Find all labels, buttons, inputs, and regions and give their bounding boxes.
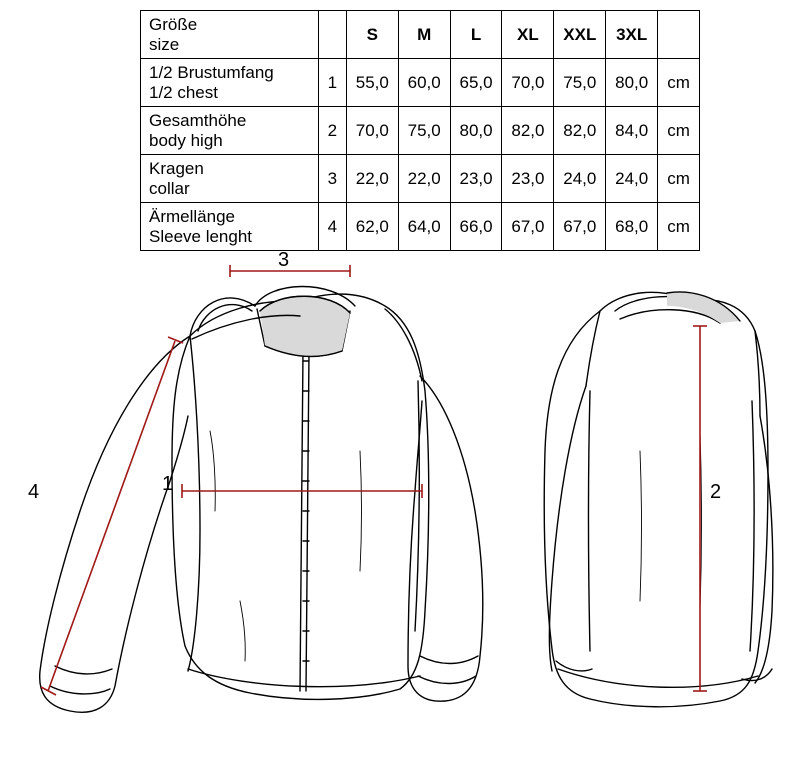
value-cell: 24,0 [606, 155, 658, 203]
value-cell: 82,0 [554, 107, 606, 155]
value-cell: 82,0 [502, 107, 554, 155]
unit-cell: cm [658, 155, 700, 203]
value-cell: 62,0 [346, 203, 398, 251]
size-table: Größe size S M L XL XXL 3XL 1/2 Brustumf… [140, 10, 700, 251]
row-label: 1/2 Brustumfang1/2 chest [141, 59, 319, 107]
unit-cell: cm [658, 203, 700, 251]
row-number: 3 [318, 155, 346, 203]
row-label-de: Ärmellänge [149, 207, 235, 226]
size-table-container: Größe size S M L XL XXL 3XL 1/2 Brustumf… [140, 10, 700, 251]
row-label-de: Gesamthöhe [149, 111, 246, 130]
value-cell: 67,0 [502, 203, 554, 251]
unit-cell: cm [658, 59, 700, 107]
value-cell: 70,0 [346, 107, 398, 155]
value-cell: 84,0 [606, 107, 658, 155]
value-cell: 22,0 [398, 155, 450, 203]
value-cell: 75,0 [398, 107, 450, 155]
dim-label-4: 4 [28, 481, 39, 504]
table-row: Kragencollar322,022,023,023,024,024,0cm [141, 155, 700, 203]
jacket-diagram: 3 1 4 2 [0, 251, 800, 751]
value-cell: 23,0 [502, 155, 554, 203]
table-row: ÄrmellängeSleeve lenght462,064,066,067,0… [141, 203, 700, 251]
row-label-en: body high [149, 131, 223, 150]
header-size-4: XXL [554, 11, 606, 59]
value-cell: 64,0 [398, 203, 450, 251]
row-label: Kragencollar [141, 155, 319, 203]
row-label-de: 1/2 Brustumfang [149, 63, 274, 82]
value-cell: 23,0 [450, 155, 502, 203]
header-size-0: S [346, 11, 398, 59]
header-num-blank [318, 11, 346, 59]
value-cell: 60,0 [398, 59, 450, 107]
value-cell: 75,0 [554, 59, 606, 107]
value-cell: 80,0 [450, 107, 502, 155]
row-number: 2 [318, 107, 346, 155]
header-size-3: XL [502, 11, 554, 59]
value-cell: 24,0 [554, 155, 606, 203]
header-size-2: L [450, 11, 502, 59]
table-row: Gesamthöhebody high270,075,080,082,082,0… [141, 107, 700, 155]
header-size-1: M [398, 11, 450, 59]
row-number: 1 [318, 59, 346, 107]
row-label-en: 1/2 chest [149, 83, 218, 102]
value-cell: 66,0 [450, 203, 502, 251]
table-row: 1/2 Brustumfang1/2 chest155,060,065,070,… [141, 59, 700, 107]
value-cell: 80,0 [606, 59, 658, 107]
row-label-de: Kragen [149, 159, 204, 178]
value-cell: 67,0 [554, 203, 606, 251]
dim-label-2: 2 [710, 481, 721, 504]
row-label: ÄrmellängeSleeve lenght [141, 203, 319, 251]
dim-label-3: 3 [278, 249, 289, 272]
row-label-en: collar [149, 179, 190, 198]
row-label-en: Sleeve lenght [149, 227, 252, 246]
header-label-cell: Größe size [141, 11, 319, 59]
row-label: Gesamthöhebody high [141, 107, 319, 155]
value-cell: 65,0 [450, 59, 502, 107]
header-label-de: Größe [149, 15, 197, 34]
unit-cell: cm [658, 107, 700, 155]
value-cell: 70,0 [502, 59, 554, 107]
value-cell: 22,0 [346, 155, 398, 203]
row-number: 4 [318, 203, 346, 251]
table-header-row: Größe size S M L XL XXL 3XL [141, 11, 700, 59]
header-size-5: 3XL [606, 11, 658, 59]
header-unit-blank [658, 11, 700, 59]
dim-label-1: 1 [162, 473, 173, 496]
value-cell: 55,0 [346, 59, 398, 107]
header-label-en: size [149, 35, 179, 54]
value-cell: 68,0 [606, 203, 658, 251]
